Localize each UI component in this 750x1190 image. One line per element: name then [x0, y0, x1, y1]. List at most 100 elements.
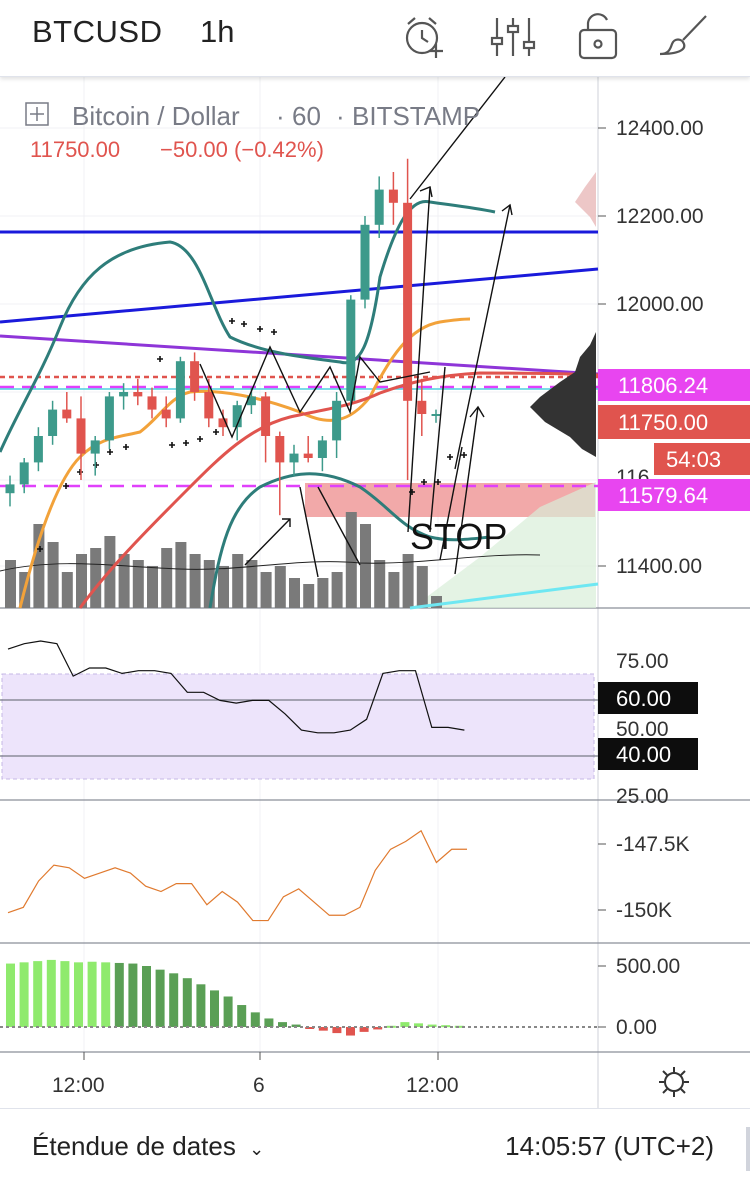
sar-dot: [183, 440, 189, 446]
indicator-sliders-icon[interactable]: [486, 10, 540, 64]
candle: [431, 409, 441, 423]
alarm-add-icon[interactable]: [398, 10, 452, 64]
date-range-dropdown[interactable]: Étendue de dates ⌄: [32, 1131, 264, 1162]
lock-open-icon[interactable]: [572, 10, 626, 64]
macd-bar: [128, 963, 138, 1027]
volume-bar: [331, 572, 343, 608]
candle: [33, 427, 43, 472]
volume-bar: [161, 548, 173, 608]
volume-bar: [175, 542, 187, 608]
drawing-brush-icon[interactable]: [656, 10, 710, 64]
macd-tick: 0.00: [616, 1016, 657, 1039]
legend-title: Bitcoin / Dollar: [72, 101, 240, 131]
volume-bar: [132, 560, 144, 608]
candle: [119, 383, 129, 410]
volume-bar: [218, 566, 229, 608]
volume-bar: [303, 584, 315, 608]
macd-bar: [46, 959, 56, 1027]
macd-pane[interactable]: 500.00 0.00: [0, 955, 680, 1039]
sar-dot: [37, 546, 43, 552]
volume-bar: [76, 554, 87, 608]
macd-bar: [305, 1027, 315, 1029]
macd-bar: [182, 978, 192, 1027]
volume-bar: [431, 596, 442, 608]
blue-trend-line: [0, 267, 599, 324]
sar-dot: [435, 479, 441, 485]
sar-dot: [271, 329, 277, 335]
candle: [218, 409, 228, 436]
macd-bar: [414, 1023, 423, 1027]
clock-display[interactable]: 14:05:57 (UTC+2): [505, 1131, 714, 1161]
macd-bar: [33, 961, 43, 1027]
macd-bar: [250, 1012, 260, 1027]
price-tick: 12200.00: [616, 205, 704, 228]
volume-profile: [530, 172, 596, 457]
volume-bar: [274, 566, 286, 608]
volume-bar: [118, 554, 130, 608]
candle: [204, 378, 214, 428]
chart-legend: Bitcoin / Dollar · 60 · BITSTAMP 11750.0…: [25, 101, 480, 162]
footer-bar: Étendue de dates ⌄ 14:05:57 (UTC+2): [0, 1108, 750, 1190]
volume-bar: [317, 578, 329, 608]
candlesticks: [5, 158, 441, 516]
price-badges: 11806.24 11750.00 54:03 11579.64: [598, 369, 750, 511]
sar-dot: [461, 452, 467, 458]
main-price-pane[interactable]: STOP: [0, 77, 599, 610]
volume-bar: [47, 542, 59, 608]
time-axis[interactable]: 12:00 6 12:00: [52, 1052, 459, 1097]
date-range-label: Étendue de dates: [32, 1131, 236, 1161]
sar-dot: [197, 436, 203, 442]
rsi-pane[interactable]: 75.00 50.00 25.00 60.00 40.00: [0, 640, 698, 808]
legend-separator: ·: [276, 101, 285, 131]
chart-canvas[interactable]: STOP Bitcoin / Dollar · 60 · BITSTAMP 11…: [0, 77, 750, 1108]
badge-level: 11806.24: [618, 373, 708, 398]
macd-bar: [264, 1018, 274, 1027]
macd-bar: [210, 990, 219, 1027]
rsi-tick: 75.00: [616, 650, 669, 673]
sar-dot: [107, 449, 113, 455]
candle: [175, 356, 185, 423]
macd-bar: [101, 962, 111, 1027]
price-axis[interactable]: 12400.00 12200.00 12000.00 11400.00 116: [598, 117, 704, 578]
chevron-down-icon: ⌄: [249, 1139, 265, 1159]
sar-dot: [63, 483, 69, 489]
macd-bar: [114, 962, 124, 1027]
candle: [90, 436, 100, 476]
macd-bar: [346, 1027, 355, 1036]
volume-bar: [402, 554, 414, 608]
sar-dot: [93, 462, 99, 468]
candle: [5, 475, 15, 507]
candle: [48, 400, 58, 445]
badge-stop-level: 11579.64: [618, 483, 708, 508]
macd-bar: [169, 973, 179, 1027]
sar-dot: [447, 454, 453, 460]
candle: [261, 392, 271, 463]
macd-bar: [318, 1027, 328, 1031]
scroll-edge: [746, 1127, 750, 1171]
volume-bar: [189, 554, 201, 608]
macd-bar: [332, 1027, 342, 1034]
obv-pane[interactable]: -147.5K -150K: [7, 829, 690, 922]
symbol-name[interactable]: BTCUSD: [32, 14, 163, 49]
drawn-arrows: [199, 77, 513, 578]
sar-dot: [257, 326, 263, 332]
price-tick: 12400.00: [616, 117, 704, 140]
top-toolbar: BTCUSD 1h: [0, 0, 750, 77]
volume-ma-line: [0, 554, 541, 572]
obv-tick: -150K: [616, 899, 672, 922]
volume-bar: [289, 578, 300, 608]
volume-bar: [203, 560, 215, 608]
sar-dot: [169, 442, 175, 448]
candle: [275, 431, 285, 516]
rsi-tick: 25.00: [616, 785, 669, 808]
macd-bar: [19, 962, 29, 1027]
sar-dot: [241, 321, 247, 327]
cyan-trend-line: [409, 582, 599, 610]
macd-bar: [400, 1022, 410, 1027]
volume-bar: [374, 560, 386, 608]
interval-selector[interactable]: 1h: [200, 14, 235, 49]
settings-gear-icon[interactable]: [659, 1067, 689, 1097]
price-tick: 11400.00: [616, 555, 702, 578]
obv-tick: -147.5K: [616, 833, 690, 856]
bollinger-upper-band: [0, 199, 496, 453]
